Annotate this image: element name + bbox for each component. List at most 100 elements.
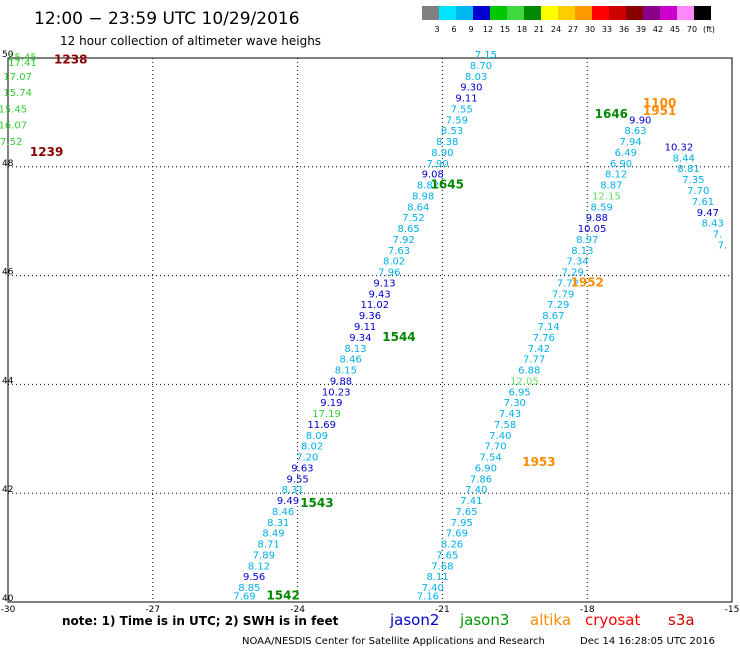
wave-height-label: 9.43 (369, 289, 391, 300)
wave-height-label: 10.32 (665, 142, 694, 153)
colorbar-label: 18 (517, 25, 527, 34)
satellite-legend: jason2 jason3 altika cryosat s3a (389, 611, 695, 629)
colorbar-swatch (422, 6, 439, 20)
satellite-legend-jason2: jason2 (389, 611, 439, 629)
wave-height-label: 8.02 (383, 257, 405, 268)
satellite-legend-cryosat: cryosat (585, 611, 640, 629)
satellite-legend-altika: altika (530, 611, 571, 629)
colorbar-label: 27 (568, 25, 578, 34)
wave-height-label: 15.45 (8, 53, 37, 64)
wave-height-label: 9.11 (455, 94, 477, 105)
wave-height-label: 8.15 (335, 366, 357, 377)
wave-height-label: 7.59 (446, 115, 468, 126)
wave-height-label: 8.13 (344, 344, 366, 355)
wave-height-label: 7.65 (455, 507, 477, 518)
wave-height-label: 8.71 (258, 540, 280, 551)
wave-height-label: 8.90 (431, 148, 453, 159)
wave-height-label: 8.03 (465, 72, 487, 83)
wave-height-label: 8.49 (262, 529, 284, 540)
wave-height-label: 10.05 (578, 224, 607, 235)
wave-height-label: 6.90 (475, 463, 497, 474)
wave-height-label: 9.88 (586, 213, 608, 224)
colorbar-label: 9 (468, 25, 473, 34)
y-tick-label: 44 (2, 376, 14, 386)
wave-height-label: 9.34 (349, 333, 371, 344)
wave-height-label: 7.68 (431, 561, 453, 572)
colorbar-swatch (643, 6, 660, 20)
wave-height-label: 8.63 (624, 126, 646, 137)
colorbar-label: 15 (500, 25, 510, 34)
wave-height-label: 7.95 (451, 518, 473, 529)
wave-height-label: 6.90 (610, 159, 632, 170)
wave-height-label: 8.59 (591, 202, 613, 213)
wave-height-label: 15.45 (0, 104, 27, 115)
wave-height-label: 9.63 (291, 463, 313, 474)
wave-height-label: 8.11 (426, 572, 448, 583)
wave-height-label: 8.53 (441, 126, 463, 137)
time-label: 1238 (54, 52, 87, 66)
wave-height-label: 7.58 (494, 420, 516, 431)
satellite-track: 7.698.859.568.127.898.718.498.318.469.49… (233, 50, 497, 602)
time-label: 1544 (382, 330, 415, 344)
colorbar-swatch (473, 6, 490, 20)
wave-height-label: 8.31 (267, 518, 289, 529)
y-tick-label: 46 (2, 268, 14, 278)
colorbar-swatch (541, 6, 558, 20)
y-axis-ticks: 40 42 44 46 48 50 (2, 50, 14, 604)
wave-height-label: 9.55 (286, 474, 308, 485)
wave-height-label: 7. (713, 230, 723, 241)
wave-height-label: 7.72 (557, 278, 579, 289)
colorbar-label: 42 (653, 25, 663, 34)
wave-height-label: 7.40 (465, 485, 487, 496)
wave-height-label: 7.55 (451, 104, 473, 115)
colorbar-label: 3 (434, 25, 439, 34)
y-tick-label: 42 (2, 485, 13, 495)
footer-credit: NOAA/NESDIS Center for Satellite Applica… (242, 636, 545, 647)
map-title: 12:00 − 23:59 UTC 10/29/2016 (34, 9, 300, 29)
colorbar-swatch (490, 6, 507, 20)
wave-height-label: 12.05 (510, 376, 539, 387)
colorbar-label: 21 (534, 25, 544, 34)
wave-height-label: 12.15 (592, 191, 621, 202)
wave-height-label: 7.70 (484, 442, 506, 453)
map-subtitle: 12 hour collection of altimeter wave hei… (60, 34, 321, 48)
wave-height-label: 9.08 (422, 170, 444, 181)
wave-height-label: 7.63 (388, 246, 410, 257)
wave-height-label: 8.97 (576, 235, 598, 246)
colorbar-swatch (558, 6, 575, 20)
grid-lines (8, 58, 732, 602)
wave-height-label: 8.70 (470, 61, 492, 72)
wave-height-label: 7.20 (296, 453, 318, 464)
wave-height-label: 7.77 (523, 355, 545, 366)
wave-height-label: 7.96 (378, 268, 400, 279)
wave-height-label: 8.43 (702, 219, 724, 230)
colorbar-swatch (609, 6, 626, 20)
wave-height-label: 8.12 (248, 561, 270, 572)
wave-height-label: 10.23 (322, 387, 351, 398)
colorbar-swatch (439, 6, 456, 20)
wave-height-label: 7.76 (533, 333, 555, 344)
colorbar-swatch (660, 6, 677, 20)
satellite-legend-jason3: jason3 (459, 611, 509, 629)
wave-height-label: 16.07 (0, 121, 27, 132)
colorbar-label: 45 (670, 25, 680, 34)
colorbar-label: 70 (687, 25, 697, 34)
wave-height-label: 9.19 (320, 398, 342, 409)
wave-height-label: 7.69 (446, 529, 468, 540)
wave-height-label: 8.64 (407, 202, 429, 213)
wave-height-label: 7.34 (566, 257, 588, 268)
wave-height-label: 7.15 (475, 50, 497, 61)
time-label: 1952 (570, 275, 603, 289)
colorbar-label: 36 (619, 25, 629, 34)
wave-height-label: 7.52 (402, 213, 424, 224)
wave-height-label: 7.41 (460, 496, 482, 507)
x-tick-label: -18 (580, 605, 595, 615)
y-tick-label: 40 (2, 594, 14, 604)
colorbar-swatch (694, 6, 711, 20)
wave-height-label: 7.89 (253, 550, 275, 561)
wave-height-label: 7.40 (489, 431, 511, 442)
wave-height-label: 7.92 (393, 235, 415, 246)
time-label: 1542 (266, 588, 299, 602)
